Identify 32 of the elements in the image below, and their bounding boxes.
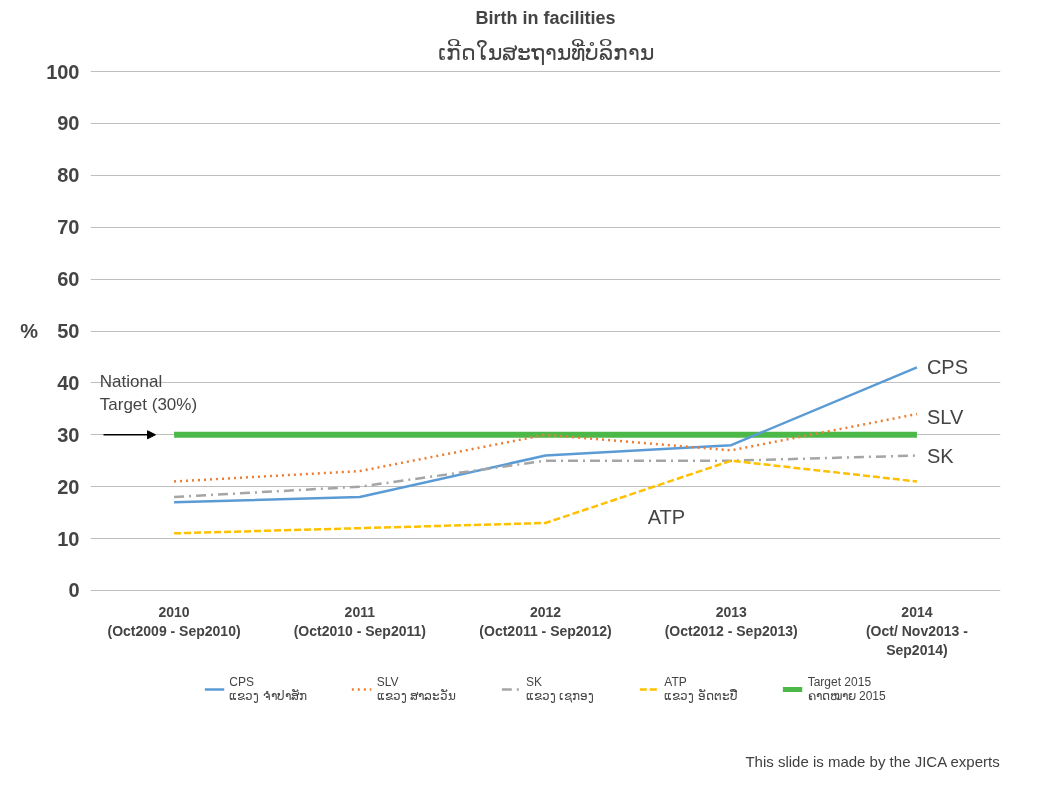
- x-tick-label: 2013 (Oct2012 - Sep2013): [664, 603, 798, 639]
- legend-label: CPS ແຂວງ ຈຳປາສັກ: [229, 675, 307, 703]
- y-tick-label: 20: [57, 475, 80, 498]
- y-tick-label: 80: [57, 164, 80, 187]
- annotation: SK: [926, 444, 955, 467]
- legend-label: ATP ແຂວງ ອັດຕະປື: [664, 675, 738, 703]
- text: This slide is made by the JICA experts: [745, 753, 1000, 770]
- line-series: [172, 459, 919, 535]
- y-tick-label: 100: [46, 60, 80, 83]
- x-tick-label: 2010 (Oct2009 - Sep2010): [107, 603, 241, 639]
- legend-label: Target 2015 ຄາດໝາຍ 2015: [807, 675, 886, 703]
- chart-subtitle: ເກີດໃນສະຖານທີ່ບໍລິການ: [437, 38, 654, 65]
- y-tick-label: 10: [57, 527, 80, 550]
- legend-label: SK ແຂວງ ເຊກອງ: [525, 675, 595, 703]
- y-tick-label: 90: [57, 112, 80, 135]
- y-tick-label: 40: [57, 371, 80, 394]
- chart-title: Birth in facilities: [475, 7, 616, 28]
- y-tick-label: 60: [57, 268, 80, 291]
- annotation: CPS: [926, 356, 969, 379]
- line-series: [172, 412, 919, 483]
- legend-label: SLV ແຂວງ ສາລະວັນ: [376, 675, 456, 703]
- y-tick-label: 70: [57, 216, 80, 239]
- y-tick-label: 50: [57, 320, 80, 342]
- annotation: ATP: [647, 506, 686, 529]
- y-tick-label: 30: [57, 423, 80, 446]
- x-tick-label: 2014 (Oct/ Nov2013 - Sep2014): [865, 603, 969, 658]
- y-axis-title: %: [20, 320, 39, 342]
- y-tick-label: 0: [68, 579, 80, 602]
- x-tick-label: 2011 (Oct2010 - Sep2011): [293, 603, 426, 639]
- annotation: SLV: [926, 405, 964, 428]
- x-tick-label: 2012 (Oct2011 - Sep2012): [479, 603, 612, 639]
- annotation: National Target (30%): [99, 372, 198, 415]
